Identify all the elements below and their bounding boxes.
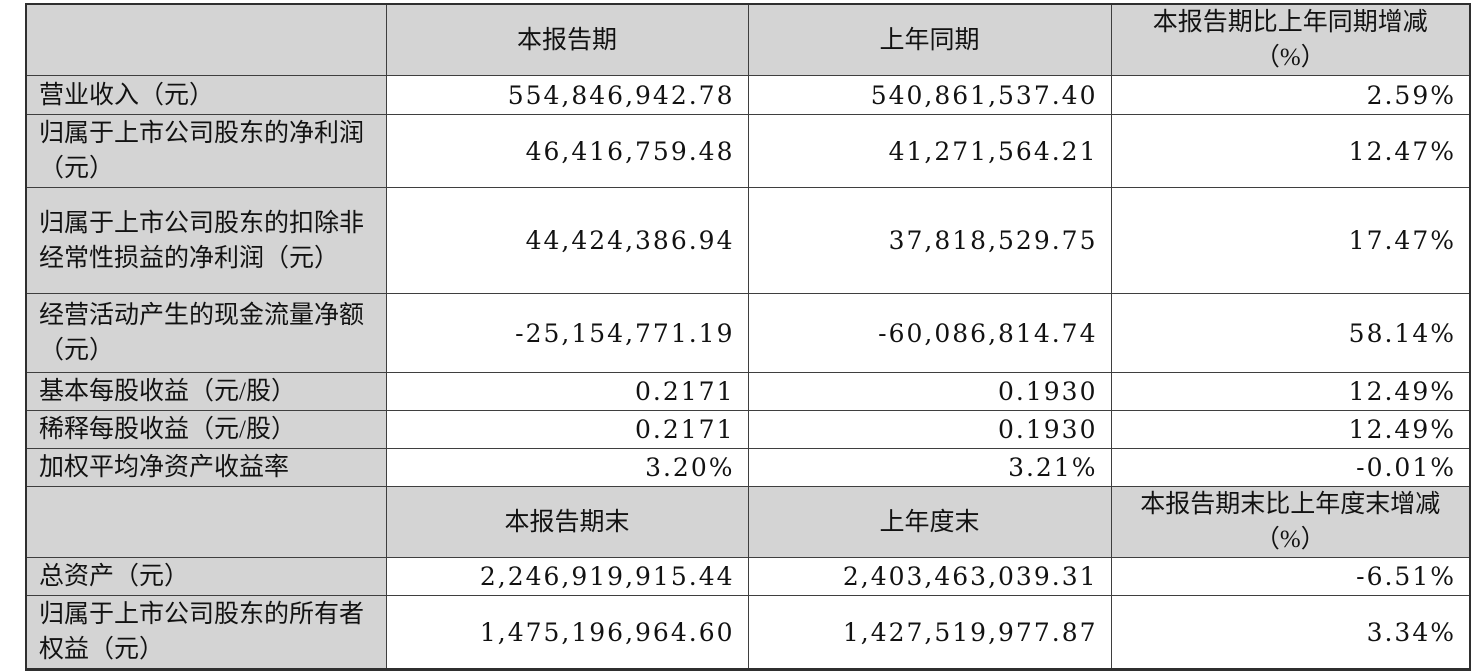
metric-label: 稀释每股收益（元/股） (25, 410, 387, 449)
header-change-line1: 本报告期比上年同期增减 (1152, 9, 1428, 36)
table-row: 归属于上市公司股东的扣除非经常性损益的净利润（元） 44,424,386.94 … (25, 187, 1471, 294)
metric-label: 归属于上市公司股东的所有者权益（元） (25, 595, 387, 670)
table-row: 归属于上市公司股东的所有者权益（元） 1,475,196,964.60 1,42… (25, 595, 1471, 670)
change-value: 12.49% (1110, 410, 1471, 449)
change-value: 58.14% (1110, 293, 1471, 373)
table-row: 经营活动产生的现金流量净额（元） -25,154,771.19 -60,086,… (25, 293, 1471, 373)
prior-period-value: -60,086,814.74 (747, 293, 1112, 373)
financial-summary-table: 本报告期 上年同期 本报告期比上年同期增减 （%） 营业收入（元） 554,84… (25, 3, 1471, 671)
current-period-value: 0.2171 (385, 410, 749, 449)
current-period-value: 1,475,196,964.60 (385, 595, 749, 670)
header-current-period: 本报告期 (385, 3, 749, 76)
prior-period-value: 41,271,564.21 (747, 114, 1112, 188)
header-change-end: 本报告期末比上年度末增减 （%） (1110, 486, 1471, 558)
current-period-value: 554,846,942.78 (385, 75, 749, 115)
current-period-value: 3.20% (385, 448, 749, 487)
corner-cell (25, 486, 387, 558)
header-prior-year-end: 上年度末 (747, 486, 1112, 558)
prior-period-value: 2,403,463,039.31 (747, 557, 1112, 596)
section1-header-row: 本报告期 上年同期 本报告期比上年同期增减 （%） (25, 3, 1471, 76)
prior-period-value: 0.1930 (747, 410, 1112, 449)
header-change-end-line2: （%） (1254, 526, 1326, 553)
prior-period-value: 37,818,529.75 (747, 187, 1112, 294)
metric-label: 基本每股收益（元/股） (25, 372, 387, 411)
current-period-value: 44,424,386.94 (385, 187, 749, 294)
change-value: -6.51% (1110, 557, 1471, 596)
change-value: -0.01% (1110, 448, 1471, 487)
metric-label: 总资产（元） (25, 557, 387, 596)
metric-label: 营业收入（元） (25, 75, 387, 115)
change-value: 12.47% (1110, 114, 1471, 188)
table-row: 加权平均净资产收益率 3.20% 3.21% -0.01% (25, 448, 1471, 487)
change-value: 17.47% (1110, 187, 1471, 294)
header-current-period-end: 本报告期末 (385, 486, 749, 558)
prior-period-value: 3.21% (747, 448, 1112, 487)
metric-label: 经营活动产生的现金流量净额（元） (25, 293, 387, 373)
header-change-line2: （%） (1254, 44, 1326, 71)
change-value: 12.49% (1110, 372, 1471, 411)
header-change-end-line1: 本报告期末比上年度末增减 (1140, 491, 1441, 518)
table-row: 归属于上市公司股东的净利润（元） 46,416,759.48 41,271,56… (25, 114, 1471, 188)
current-period-value: 0.2171 (385, 372, 749, 411)
table-row: 基本每股收益（元/股） 0.2171 0.1930 12.49% (25, 372, 1471, 411)
table-row: 总资产（元） 2,246,919,915.44 2,403,463,039.31… (25, 557, 1471, 596)
metric-label: 加权平均净资产收益率 (25, 448, 387, 487)
current-period-value: 46,416,759.48 (385, 114, 749, 188)
change-value: 3.34% (1110, 595, 1471, 670)
current-period-value: -25,154,771.19 (385, 293, 749, 373)
header-change: 本报告期比上年同期增减 （%） (1110, 3, 1471, 76)
prior-period-value: 540,861,537.40 (747, 75, 1112, 115)
prior-period-value: 0.1930 (747, 372, 1112, 411)
metric-label: 归属于上市公司股东的扣除非经常性损益的净利润（元） (25, 187, 387, 294)
current-period-value: 2,246,919,915.44 (385, 557, 749, 596)
prior-period-value: 1,427,519,977.87 (747, 595, 1112, 670)
table-row: 稀释每股收益（元/股） 0.2171 0.1930 12.49% (25, 410, 1471, 449)
corner-cell (25, 3, 387, 76)
header-prior-period: 上年同期 (747, 3, 1112, 76)
change-value: 2.59% (1110, 75, 1471, 115)
metric-label: 归属于上市公司股东的净利润（元） (25, 114, 387, 188)
section2-header-row: 本报告期末 上年度末 本报告期末比上年度末增减 （%） (25, 486, 1471, 558)
document-page: { "table": { "colors": { "header_bg": "#… (0, 3, 1479, 671)
table-row: 营业收入（元） 554,846,942.78 540,861,537.40 2.… (25, 75, 1471, 115)
